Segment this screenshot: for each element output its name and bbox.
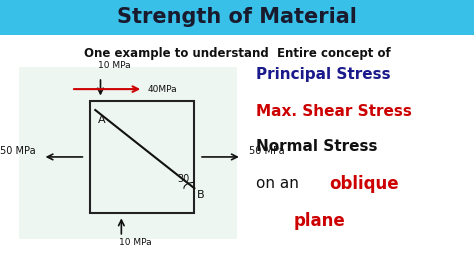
Text: Principal Stress: Principal Stress	[256, 67, 391, 82]
Text: B: B	[197, 190, 204, 200]
FancyBboxPatch shape	[19, 66, 237, 239]
Text: Max. Shear Stress: Max. Shear Stress	[256, 104, 412, 119]
Text: 40MPa: 40MPa	[148, 85, 177, 94]
Text: on an: on an	[256, 176, 304, 191]
FancyBboxPatch shape	[90, 101, 194, 213]
Text: One example to understand  Entire concept of: One example to understand Entire concept…	[83, 47, 391, 60]
Text: Normal Stress: Normal Stress	[256, 139, 377, 154]
Text: 50 MPa: 50 MPa	[0, 146, 36, 156]
Text: 30: 30	[178, 174, 190, 184]
Text: 50 MPa: 50 MPa	[249, 146, 284, 156]
FancyBboxPatch shape	[0, 0, 474, 35]
Text: oblique: oblique	[329, 174, 399, 193]
Text: Strength of Material: Strength of Material	[117, 7, 357, 27]
Text: 10 MPa: 10 MPa	[98, 61, 131, 70]
Text: A: A	[98, 115, 105, 125]
Text: plane: plane	[294, 212, 346, 230]
Text: 10 MPa: 10 MPa	[119, 238, 152, 247]
